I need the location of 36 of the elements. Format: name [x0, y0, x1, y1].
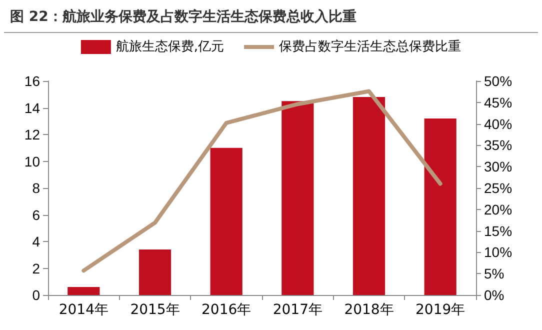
- y2-tick-label: 15%: [484, 222, 512, 239]
- y2-tick-label: 50%: [484, 73, 512, 89]
- y2-tick-label: 40%: [484, 116, 512, 132]
- bar: [424, 118, 456, 295]
- line-series: [82, 89, 442, 273]
- y-tick-label: 12: [24, 126, 40, 142]
- y2-tick-label: 35%: [484, 137, 512, 154]
- y-tick-label: 6: [32, 206, 40, 223]
- bar: [68, 286, 100, 295]
- bar: [210, 148, 242, 295]
- x-tick-label: 2019年: [416, 302, 466, 318]
- x-tick-label: 2016年: [202, 302, 252, 318]
- y2-tick-label: 45%: [484, 94, 512, 110]
- bar: [352, 97, 386, 295]
- y-tick-label: 0: [32, 287, 40, 303]
- y-tick-label: 14: [24, 100, 40, 116]
- chart-title: 图 22：航旅业务保费及占数字生活生态保费总收入比重: [4, 0, 538, 33]
- bar: [138, 250, 172, 295]
- x-tick-label: 2015年: [130, 302, 180, 318]
- x-tick-label: 2017年: [272, 302, 322, 318]
- y2-tick-label: 30%: [484, 158, 512, 175]
- y-tick-label: 2: [32, 260, 40, 276]
- legend-label: 航旅生态保费,亿元: [116, 40, 224, 54]
- legend-label: 保费占数字生活生态总保费比重: [279, 38, 462, 54]
- y2-tick-label: 25%: [484, 180, 512, 196]
- y-tick-label: 10: [24, 153, 40, 170]
- y-tick-label: 16: [24, 73, 40, 89]
- x-tick-label: 2018年: [344, 302, 394, 318]
- bar: [282, 101, 314, 295]
- y2-tick-label: 5%: [484, 266, 504, 282]
- y-tick-label: 4: [32, 234, 40, 250]
- y2-tick-label: 10%: [484, 244, 512, 260]
- x-tick-label: 2014年: [58, 302, 108, 318]
- y2-tick-label: 20%: [484, 201, 512, 218]
- y2-tick-label: 0%: [484, 287, 504, 303]
- y-tick-label: 8: [32, 180, 40, 196]
